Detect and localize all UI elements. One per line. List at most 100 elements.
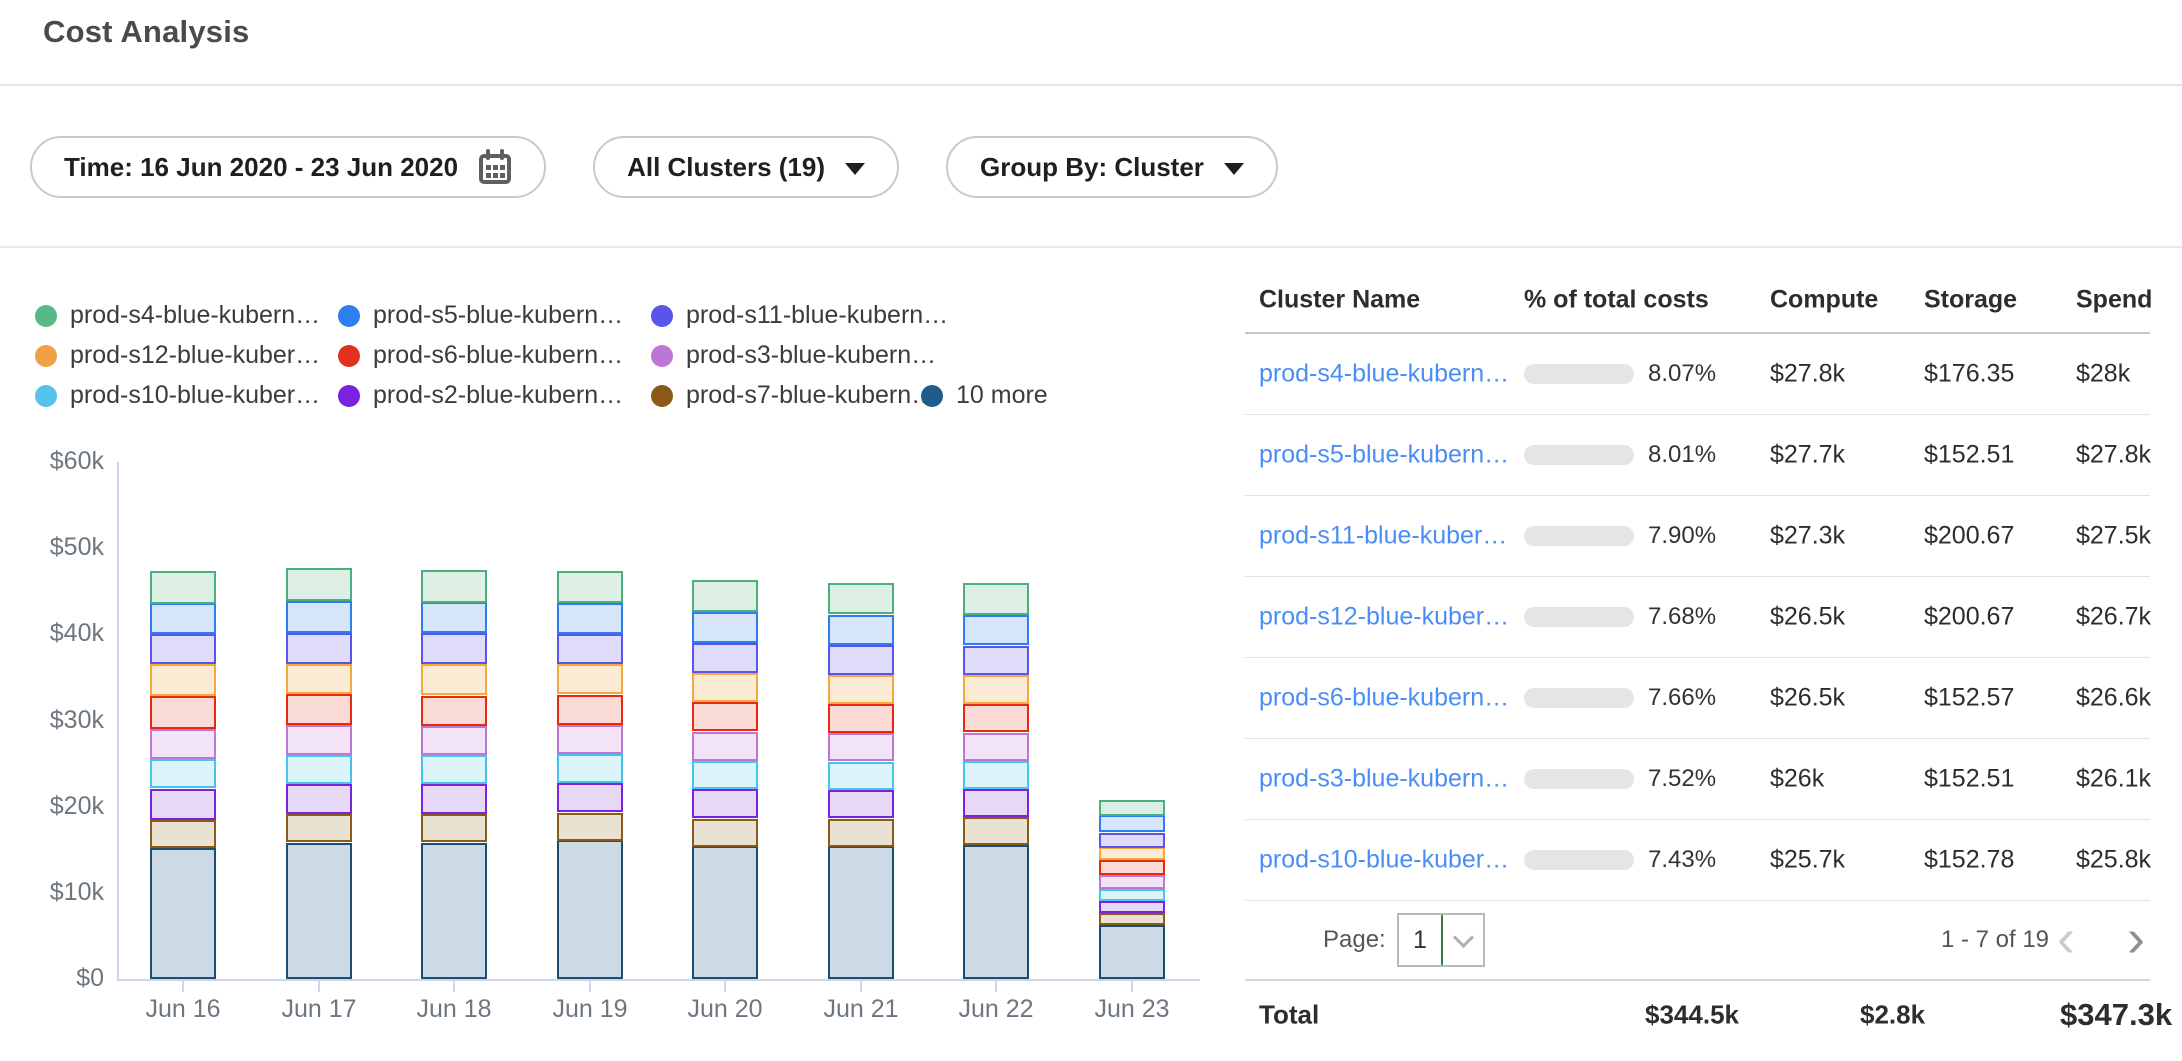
cluster-link[interactable]: prod-s10-blue-kuber…	[1259, 845, 1510, 874]
bar-segment[interactable]	[150, 820, 216, 848]
bar-segment[interactable]	[557, 571, 623, 603]
bar-segment[interactable]	[421, 843, 487, 979]
bar-segment[interactable]	[421, 602, 487, 633]
bar-segment[interactable]	[963, 615, 1029, 645]
bar-segment[interactable]	[557, 603, 623, 634]
bar-segment[interactable]	[1099, 847, 1165, 860]
cluster-link[interactable]: prod-s11-blue-kuber…	[1259, 521, 1508, 550]
bar-segment[interactable]	[286, 694, 352, 725]
bar-segment[interactable]	[421, 696, 487, 726]
bar-segment[interactable]	[1099, 833, 1165, 848]
bar-segment[interactable]	[828, 645, 894, 675]
bar-segment[interactable]	[1099, 889, 1165, 901]
bar-segment[interactable]	[150, 634, 216, 664]
bar-segment[interactable]	[286, 664, 352, 694]
bar-segment[interactable]	[557, 754, 623, 783]
bar-segment[interactable]	[963, 646, 1029, 675]
bar-segment[interactable]	[963, 845, 1029, 979]
bar-segment[interactable]	[150, 789, 216, 820]
bar-segment[interactable]	[828, 704, 894, 733]
cluster-link[interactable]: prod-s3-blue-kubern…	[1259, 764, 1510, 793]
bar-segment[interactable]	[828, 583, 894, 614]
bar-segment[interactable]	[286, 814, 352, 842]
bar-segment[interactable]	[286, 601, 352, 633]
bar-segment[interactable]	[557, 783, 623, 812]
bar-segment[interactable]	[1099, 925, 1165, 979]
bar-segment[interactable]	[421, 664, 487, 695]
bar-segment[interactable]	[828, 846, 894, 979]
legend-item[interactable]: 10 more	[921, 381, 1048, 410]
bar-segment[interactable]	[828, 790, 894, 818]
bar-segment[interactable]	[963, 817, 1029, 845]
bar-segment[interactable]	[1099, 815, 1165, 832]
bar-segment[interactable]	[1099, 901, 1165, 913]
bar-segment[interactable]	[421, 814, 487, 842]
bar-segment[interactable]	[150, 696, 216, 729]
prev-page-button[interactable]: ‹	[2057, 907, 2075, 968]
bar-segment[interactable]	[286, 843, 352, 979]
bar-segment[interactable]	[421, 633, 487, 664]
bar-segment[interactable]	[963, 583, 1029, 615]
bar-segment[interactable]	[286, 633, 352, 664]
legend-item[interactable]: prod-s12-blue-kuber…	[35, 341, 320, 370]
bar-segment[interactable]	[557, 725, 623, 754]
page-select[interactable]: 1	[1397, 913, 1485, 967]
bar-segment[interactable]	[692, 761, 758, 789]
next-page-button[interactable]: ›	[2127, 907, 2145, 968]
cluster-link[interactable]: prod-s4-blue-kubern…	[1259, 359, 1510, 388]
bar-segment[interactable]	[557, 840, 623, 979]
legend-item[interactable]: prod-s3-blue-kubern…	[651, 341, 936, 370]
bar-segment[interactable]	[150, 571, 216, 604]
bar-segment[interactable]	[692, 612, 758, 643]
bar-segment[interactable]	[557, 695, 623, 725]
legend-item[interactable]: prod-s4-blue-kubern…	[35, 301, 320, 330]
bar-segment[interactable]	[963, 733, 1029, 761]
bar-segment[interactable]	[150, 848, 216, 979]
bar-segment[interactable]	[692, 580, 758, 612]
legend-item[interactable]: prod-s7-blue-kubern…	[651, 381, 936, 410]
bar-segment[interactable]	[828, 675, 894, 704]
bar-segment[interactable]	[150, 729, 216, 759]
bar-segment[interactable]	[963, 675, 1029, 704]
bar-segment[interactable]	[421, 726, 487, 755]
bar-segment[interactable]	[1099, 860, 1165, 875]
cluster-link[interactable]: prod-s12-blue-kuber…	[1259, 602, 1510, 631]
bar-segment[interactable]	[286, 755, 352, 784]
bar-segment[interactable]	[828, 615, 894, 645]
legend-item[interactable]: prod-s6-blue-kubern…	[338, 341, 623, 370]
time-range-button[interactable]: Time: 16 Jun 2020 - 23 Jun 2020	[30, 136, 547, 198]
bar-segment[interactable]	[828, 762, 894, 790]
bar-segment[interactable]	[1099, 875, 1165, 889]
bar-segment[interactable]	[1099, 800, 1165, 816]
legend-item[interactable]: prod-s2-blue-kubern…	[338, 381, 623, 410]
bar-segment[interactable]	[557, 813, 623, 841]
bar-segment[interactable]	[963, 761, 1029, 789]
bar-segment[interactable]	[150, 759, 216, 788]
bar-segment[interactable]	[286, 784, 352, 814]
bar-segment[interactable]	[692, 643, 758, 673]
bar-segment[interactable]	[421, 755, 487, 784]
bar-segment[interactable]	[421, 570, 487, 603]
bar-segment[interactable]	[963, 704, 1029, 732]
all-clusters-dropdown[interactable]: All Clusters (19)	[593, 136, 900, 198]
legend-item[interactable]: prod-s10-blue-kuber…	[35, 381, 320, 410]
bar-segment[interactable]	[692, 732, 758, 761]
bar-segment[interactable]	[692, 819, 758, 847]
legend-item[interactable]: prod-s5-blue-kubern…	[338, 301, 623, 330]
bar-segment[interactable]	[421, 784, 487, 814]
bar-segment[interactable]	[828, 733, 894, 761]
bar-segment[interactable]	[557, 634, 623, 664]
bar-segment[interactable]	[286, 568, 352, 601]
bar-segment[interactable]	[692, 702, 758, 731]
legend-item[interactable]: prod-s11-blue-kubern…	[651, 301, 948, 330]
bar-segment[interactable]	[1099, 913, 1165, 925]
bar-segment[interactable]	[150, 603, 216, 634]
bar-segment[interactable]	[286, 725, 352, 755]
bar-segment[interactable]	[150, 664, 216, 696]
bar-segment[interactable]	[963, 789, 1029, 817]
bar-segment[interactable]	[828, 819, 894, 847]
bar-segment[interactable]	[557, 664, 623, 694]
bar-segment[interactable]	[692, 673, 758, 702]
bar-segment[interactable]	[692, 846, 758, 979]
cluster-link[interactable]: prod-s5-blue-kubern…	[1259, 440, 1510, 469]
